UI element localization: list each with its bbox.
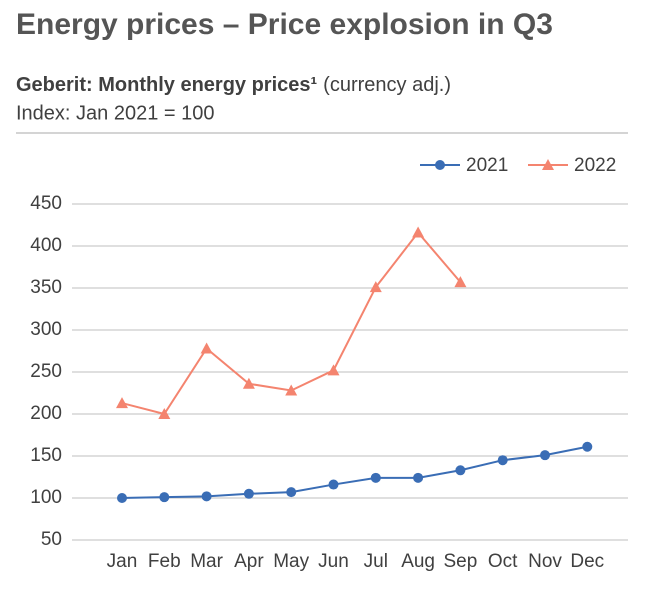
point <box>286 487 297 498</box>
subtitle-normal: (currency adj.) <box>323 74 451 96</box>
x-tick-label: Nov <box>528 551 562 572</box>
x-tick-label: Dec <box>570 551 604 572</box>
x-tick-label: Jul <box>364 551 388 572</box>
point <box>540 450 550 461</box>
y-tick-label: 150 <box>30 445 62 466</box>
point <box>117 493 127 503</box>
y-tick-label: 200 <box>30 403 62 424</box>
point <box>370 472 381 483</box>
point <box>158 408 171 419</box>
point <box>455 465 466 476</box>
y-tick-label: 300 <box>30 319 62 340</box>
point <box>582 441 593 452</box>
point <box>412 226 425 238</box>
y-tick-label: 100 <box>30 487 62 508</box>
point <box>369 281 382 293</box>
point <box>497 455 508 466</box>
point <box>328 479 339 490</box>
x-tick-label: Aug <box>401 551 435 572</box>
x-tick-label: Jan <box>107 551 138 572</box>
point <box>413 472 424 483</box>
y-tick-label: 350 <box>30 277 62 298</box>
y-tick-label: 450 <box>30 193 62 214</box>
x-tick-label: Oct <box>488 551 518 572</box>
y-tick-label: 250 <box>30 361 62 382</box>
x-tick-label: Jun <box>318 551 349 572</box>
x-tick-label: Mar <box>190 551 223 572</box>
point <box>542 159 554 170</box>
x-tick-label: Apr <box>234 551 264 572</box>
subtitle: Geberit: Monthly energy prices¹ (currency… <box>16 74 451 96</box>
point <box>285 384 298 396</box>
x-tick-label: Sep <box>443 551 477 572</box>
y-tick-label: 50 <box>41 529 62 550</box>
point <box>327 364 340 376</box>
series-line <box>121 445 588 499</box>
point <box>159 492 170 503</box>
point <box>200 342 213 354</box>
point <box>243 488 254 499</box>
subtitle-bold: Geberit: Monthly energy prices¹ <box>16 74 318 96</box>
point <box>435 160 445 170</box>
point <box>201 491 212 502</box>
subtitle-line2: Index: Jan 2021 = 100 <box>16 102 215 124</box>
point <box>116 397 128 409</box>
legend-label: 2022 <box>574 155 616 176</box>
legend-label: 2021 <box>466 155 508 176</box>
y-tick-label: 400 <box>30 235 62 256</box>
x-tick-label: May <box>273 551 309 572</box>
x-tick-label: Feb <box>148 551 181 572</box>
point <box>242 377 255 389</box>
chart-title: Energy prices – Price explosion in Q3 <box>16 8 553 41</box>
point <box>454 276 467 288</box>
